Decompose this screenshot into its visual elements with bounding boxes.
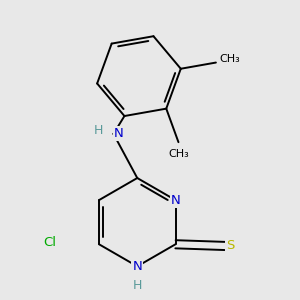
- Text: H: H: [94, 124, 103, 137]
- Text: Cl: Cl: [43, 236, 56, 249]
- Text: CH₃: CH₃: [219, 54, 240, 64]
- Text: CH₃: CH₃: [168, 149, 189, 159]
- Text: S: S: [226, 239, 234, 253]
- Text: N: N: [114, 128, 124, 140]
- Text: N: N: [132, 260, 142, 273]
- Text: H: H: [133, 278, 142, 292]
- Text: N: N: [171, 194, 180, 207]
